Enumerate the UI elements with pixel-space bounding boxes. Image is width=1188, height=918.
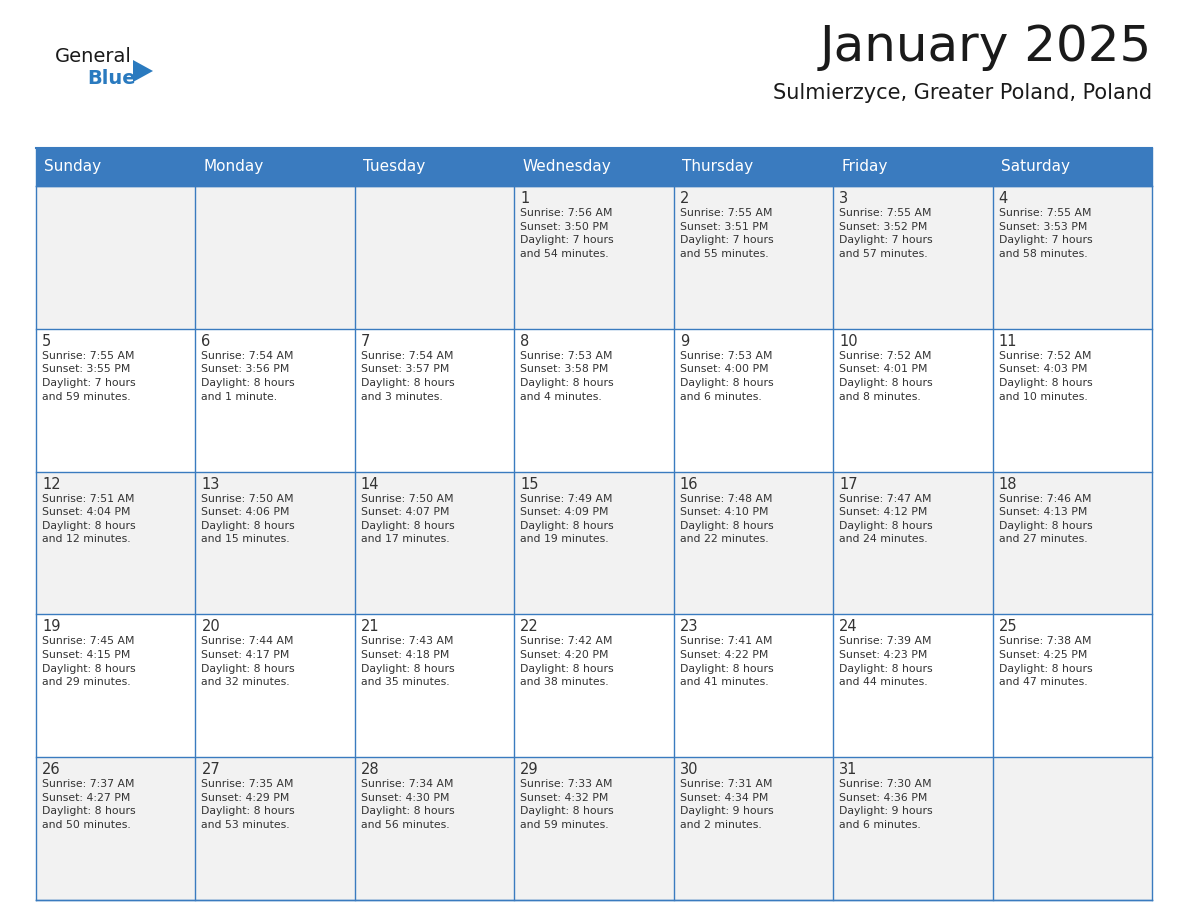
Text: January 2025: January 2025 (820, 23, 1152, 71)
Text: Sunrise: 7:54 AM
Sunset: 3:57 PM
Daylight: 8 hours
and 3 minutes.: Sunrise: 7:54 AM Sunset: 3:57 PM Dayligh… (361, 351, 455, 401)
Text: 2: 2 (680, 191, 689, 206)
Text: Sunrise: 7:52 AM
Sunset: 4:01 PM
Daylight: 8 hours
and 8 minutes.: Sunrise: 7:52 AM Sunset: 4:01 PM Dayligh… (839, 351, 933, 401)
Text: Sunrise: 7:51 AM
Sunset: 4:04 PM
Daylight: 8 hours
and 12 minutes.: Sunrise: 7:51 AM Sunset: 4:04 PM Dayligh… (42, 494, 135, 544)
Text: Sunrise: 7:41 AM
Sunset: 4:22 PM
Daylight: 8 hours
and 41 minutes.: Sunrise: 7:41 AM Sunset: 4:22 PM Dayligh… (680, 636, 773, 688)
Text: Sunrise: 7:31 AM
Sunset: 4:34 PM
Daylight: 9 hours
and 2 minutes.: Sunrise: 7:31 AM Sunset: 4:34 PM Dayligh… (680, 779, 773, 830)
Text: Saturday: Saturday (1000, 160, 1069, 174)
Text: 25: 25 (999, 620, 1017, 634)
Text: Sunrise: 7:48 AM
Sunset: 4:10 PM
Daylight: 8 hours
and 22 minutes.: Sunrise: 7:48 AM Sunset: 4:10 PM Dayligh… (680, 494, 773, 544)
Text: Sunrise: 7:49 AM
Sunset: 4:09 PM
Daylight: 8 hours
and 19 minutes.: Sunrise: 7:49 AM Sunset: 4:09 PM Dayligh… (520, 494, 614, 544)
Text: Friday: Friday (841, 160, 887, 174)
Text: 11: 11 (999, 334, 1017, 349)
Text: Sunrise: 7:34 AM
Sunset: 4:30 PM
Daylight: 8 hours
and 56 minutes.: Sunrise: 7:34 AM Sunset: 4:30 PM Dayligh… (361, 779, 455, 830)
Text: 5: 5 (42, 334, 51, 349)
Text: Blue: Blue (87, 69, 135, 88)
Text: Sunrise: 7:55 AM
Sunset: 3:53 PM
Daylight: 7 hours
and 58 minutes.: Sunrise: 7:55 AM Sunset: 3:53 PM Dayligh… (999, 208, 1092, 259)
Text: 7: 7 (361, 334, 371, 349)
Text: Sunday: Sunday (44, 160, 101, 174)
Text: 27: 27 (202, 762, 220, 778)
Text: 20: 20 (202, 620, 220, 634)
Text: 12: 12 (42, 476, 61, 492)
Text: Sunrise: 7:46 AM
Sunset: 4:13 PM
Daylight: 8 hours
and 27 minutes.: Sunrise: 7:46 AM Sunset: 4:13 PM Dayligh… (999, 494, 1092, 544)
Text: Sunrise: 7:55 AM
Sunset: 3:51 PM
Daylight: 7 hours
and 55 minutes.: Sunrise: 7:55 AM Sunset: 3:51 PM Dayligh… (680, 208, 773, 259)
Text: Sunrise: 7:47 AM
Sunset: 4:12 PM
Daylight: 8 hours
and 24 minutes.: Sunrise: 7:47 AM Sunset: 4:12 PM Dayligh… (839, 494, 933, 544)
Text: 30: 30 (680, 762, 699, 778)
Text: Sunrise: 7:55 AM
Sunset: 3:52 PM
Daylight: 7 hours
and 57 minutes.: Sunrise: 7:55 AM Sunset: 3:52 PM Dayligh… (839, 208, 933, 259)
Text: Sunrise: 7:39 AM
Sunset: 4:23 PM
Daylight: 8 hours
and 44 minutes.: Sunrise: 7:39 AM Sunset: 4:23 PM Dayligh… (839, 636, 933, 688)
Text: Sunrise: 7:50 AM
Sunset: 4:07 PM
Daylight: 8 hours
and 17 minutes.: Sunrise: 7:50 AM Sunset: 4:07 PM Dayligh… (361, 494, 455, 544)
Text: 15: 15 (520, 476, 539, 492)
Text: General: General (55, 47, 132, 66)
Text: 26: 26 (42, 762, 61, 778)
Text: 3: 3 (839, 191, 848, 206)
Text: 18: 18 (999, 476, 1017, 492)
Text: Sunrise: 7:30 AM
Sunset: 4:36 PM
Daylight: 9 hours
and 6 minutes.: Sunrise: 7:30 AM Sunset: 4:36 PM Dayligh… (839, 779, 933, 830)
Text: 16: 16 (680, 476, 699, 492)
Text: 21: 21 (361, 620, 379, 634)
Text: Wednesday: Wednesday (523, 160, 611, 174)
Text: 8: 8 (520, 334, 530, 349)
Text: Sunrise: 7:56 AM
Sunset: 3:50 PM
Daylight: 7 hours
and 54 minutes.: Sunrise: 7:56 AM Sunset: 3:50 PM Dayligh… (520, 208, 614, 259)
Text: Sulmierzyce, Greater Poland, Poland: Sulmierzyce, Greater Poland, Poland (773, 83, 1152, 103)
Text: 22: 22 (520, 620, 539, 634)
Text: 6: 6 (202, 334, 210, 349)
Text: 23: 23 (680, 620, 699, 634)
Text: 14: 14 (361, 476, 379, 492)
Text: Sunrise: 7:52 AM
Sunset: 4:03 PM
Daylight: 8 hours
and 10 minutes.: Sunrise: 7:52 AM Sunset: 4:03 PM Dayligh… (999, 351, 1092, 401)
Text: Sunrise: 7:42 AM
Sunset: 4:20 PM
Daylight: 8 hours
and 38 minutes.: Sunrise: 7:42 AM Sunset: 4:20 PM Dayligh… (520, 636, 614, 688)
Text: 1: 1 (520, 191, 530, 206)
Text: Sunrise: 7:43 AM
Sunset: 4:18 PM
Daylight: 8 hours
and 35 minutes.: Sunrise: 7:43 AM Sunset: 4:18 PM Dayligh… (361, 636, 455, 688)
Text: 19: 19 (42, 620, 61, 634)
Text: 17: 17 (839, 476, 858, 492)
Text: Sunrise: 7:35 AM
Sunset: 4:29 PM
Daylight: 8 hours
and 53 minutes.: Sunrise: 7:35 AM Sunset: 4:29 PM Dayligh… (202, 779, 295, 830)
Text: Tuesday: Tuesday (362, 160, 425, 174)
Text: 31: 31 (839, 762, 858, 778)
Text: Sunrise: 7:44 AM
Sunset: 4:17 PM
Daylight: 8 hours
and 32 minutes.: Sunrise: 7:44 AM Sunset: 4:17 PM Dayligh… (202, 636, 295, 688)
Text: 24: 24 (839, 620, 858, 634)
Text: Sunrise: 7:53 AM
Sunset: 3:58 PM
Daylight: 8 hours
and 4 minutes.: Sunrise: 7:53 AM Sunset: 3:58 PM Dayligh… (520, 351, 614, 401)
Text: 9: 9 (680, 334, 689, 349)
Text: 4: 4 (999, 191, 1007, 206)
Text: 28: 28 (361, 762, 379, 778)
Text: Sunrise: 7:37 AM
Sunset: 4:27 PM
Daylight: 8 hours
and 50 minutes.: Sunrise: 7:37 AM Sunset: 4:27 PM Dayligh… (42, 779, 135, 830)
Text: Monday: Monday (203, 160, 264, 174)
Text: Sunrise: 7:53 AM
Sunset: 4:00 PM
Daylight: 8 hours
and 6 minutes.: Sunrise: 7:53 AM Sunset: 4:00 PM Dayligh… (680, 351, 773, 401)
Text: Sunrise: 7:45 AM
Sunset: 4:15 PM
Daylight: 8 hours
and 29 minutes.: Sunrise: 7:45 AM Sunset: 4:15 PM Dayligh… (42, 636, 135, 688)
Text: Sunrise: 7:55 AM
Sunset: 3:55 PM
Daylight: 7 hours
and 59 minutes.: Sunrise: 7:55 AM Sunset: 3:55 PM Dayligh… (42, 351, 135, 401)
Text: 10: 10 (839, 334, 858, 349)
Text: 29: 29 (520, 762, 539, 778)
Text: Thursday: Thursday (682, 160, 753, 174)
Text: Sunrise: 7:50 AM
Sunset: 4:06 PM
Daylight: 8 hours
and 15 minutes.: Sunrise: 7:50 AM Sunset: 4:06 PM Dayligh… (202, 494, 295, 544)
Text: 13: 13 (202, 476, 220, 492)
Text: Sunrise: 7:33 AM
Sunset: 4:32 PM
Daylight: 8 hours
and 59 minutes.: Sunrise: 7:33 AM Sunset: 4:32 PM Dayligh… (520, 779, 614, 830)
Text: Sunrise: 7:54 AM
Sunset: 3:56 PM
Daylight: 8 hours
and 1 minute.: Sunrise: 7:54 AM Sunset: 3:56 PM Dayligh… (202, 351, 295, 401)
Text: Sunrise: 7:38 AM
Sunset: 4:25 PM
Daylight: 8 hours
and 47 minutes.: Sunrise: 7:38 AM Sunset: 4:25 PM Dayligh… (999, 636, 1092, 688)
